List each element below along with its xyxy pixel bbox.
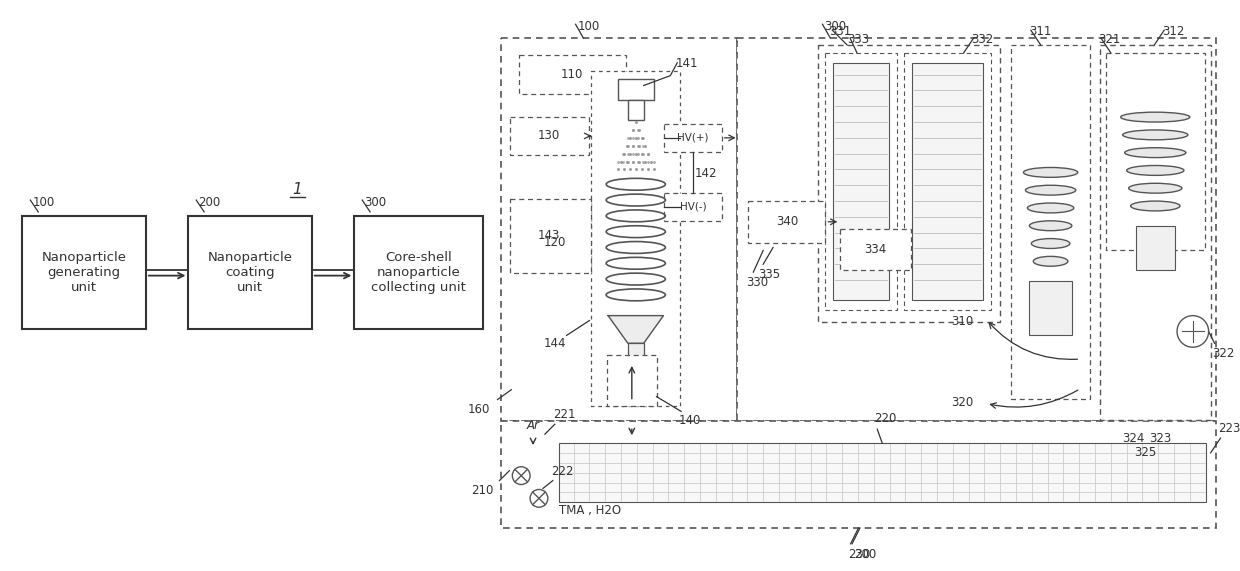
Text: 334: 334 — [864, 243, 887, 256]
Bar — [665, 124, 722, 152]
Text: 1: 1 — [293, 182, 301, 197]
Bar — [1011, 45, 1090, 399]
Bar — [1106, 53, 1205, 251]
Bar — [618, 79, 653, 100]
Text: 300: 300 — [825, 21, 847, 33]
Ellipse shape — [1121, 112, 1190, 122]
Ellipse shape — [1127, 166, 1184, 175]
Text: 144: 144 — [544, 337, 567, 351]
Text: 220: 220 — [874, 412, 897, 425]
Bar — [913, 63, 983, 300]
Text: Core-shell
nanoparticle
collecting unit: Core-shell nanoparticle collecting unit — [371, 251, 466, 294]
Text: 130: 130 — [538, 130, 560, 142]
Bar — [22, 216, 146, 329]
Bar — [627, 100, 644, 120]
Polygon shape — [608, 316, 663, 343]
Bar — [1100, 45, 1210, 420]
Text: Nanoparticle
coating
unit: Nanoparticle coating unit — [207, 251, 293, 294]
Bar — [826, 53, 897, 309]
Bar — [817, 45, 1001, 321]
Text: 200: 200 — [198, 196, 221, 209]
Text: 221: 221 — [553, 408, 575, 421]
Text: HV(+): HV(+) — [677, 133, 709, 143]
Text: 323: 323 — [1149, 432, 1172, 445]
Ellipse shape — [1125, 148, 1185, 158]
Text: 340: 340 — [776, 215, 799, 228]
Text: 311: 311 — [1029, 25, 1052, 38]
Bar — [904, 53, 991, 309]
Bar — [749, 201, 826, 243]
Text: 110: 110 — [560, 68, 583, 81]
Text: 210: 210 — [471, 484, 494, 497]
Text: 222: 222 — [551, 465, 573, 477]
Text: 332: 332 — [972, 33, 993, 46]
Ellipse shape — [1028, 203, 1074, 213]
Ellipse shape — [1023, 167, 1078, 178]
Text: 200: 200 — [854, 548, 877, 561]
Text: 160: 160 — [467, 403, 490, 416]
Bar — [608, 355, 656, 407]
Bar — [355, 216, 482, 329]
Text: Nanoparticle
generating
unit: Nanoparticle generating unit — [42, 251, 126, 294]
Text: 140: 140 — [678, 415, 701, 427]
Text: 142: 142 — [696, 167, 718, 180]
Bar — [559, 443, 1205, 502]
Bar — [591, 71, 681, 407]
Text: 321: 321 — [1097, 33, 1121, 46]
Bar — [737, 38, 1215, 421]
Bar — [501, 38, 737, 421]
Text: HV(-): HV(-) — [680, 202, 707, 212]
Bar — [841, 229, 911, 270]
Text: 331: 331 — [830, 25, 852, 38]
Text: 335: 335 — [758, 268, 780, 281]
Ellipse shape — [1033, 256, 1068, 266]
Bar — [1136, 226, 1176, 270]
Bar — [833, 63, 889, 300]
Bar — [501, 421, 1215, 528]
Bar — [511, 117, 589, 155]
Ellipse shape — [1029, 221, 1071, 231]
Text: 100: 100 — [32, 196, 55, 209]
Text: Ar: Ar — [527, 419, 539, 432]
Ellipse shape — [1128, 183, 1182, 193]
Text: 223: 223 — [1219, 422, 1240, 435]
Text: 320: 320 — [951, 396, 973, 409]
Bar — [511, 199, 591, 273]
Ellipse shape — [1131, 201, 1180, 211]
Text: 324: 324 — [1122, 432, 1145, 445]
Bar — [627, 343, 644, 373]
Ellipse shape — [1032, 239, 1070, 248]
Text: 310: 310 — [951, 315, 973, 328]
Text: 141: 141 — [676, 57, 698, 70]
Text: TMA , H2O: TMA , H2O — [559, 504, 621, 517]
Text: 333: 333 — [847, 33, 869, 46]
Bar — [665, 193, 722, 221]
Bar — [520, 55, 626, 94]
Text: 230: 230 — [848, 548, 870, 561]
Text: 322: 322 — [1213, 347, 1235, 360]
Bar — [188, 216, 311, 329]
Text: 325: 325 — [1135, 446, 1157, 459]
Text: 300: 300 — [365, 196, 387, 209]
Ellipse shape — [1025, 185, 1076, 195]
Text: 312: 312 — [1162, 25, 1184, 38]
Text: 120: 120 — [544, 236, 567, 248]
Ellipse shape — [1122, 130, 1188, 140]
Bar — [1029, 281, 1073, 335]
Text: 330: 330 — [746, 276, 769, 289]
Text: 100: 100 — [578, 21, 600, 33]
Text: 143: 143 — [538, 229, 560, 242]
